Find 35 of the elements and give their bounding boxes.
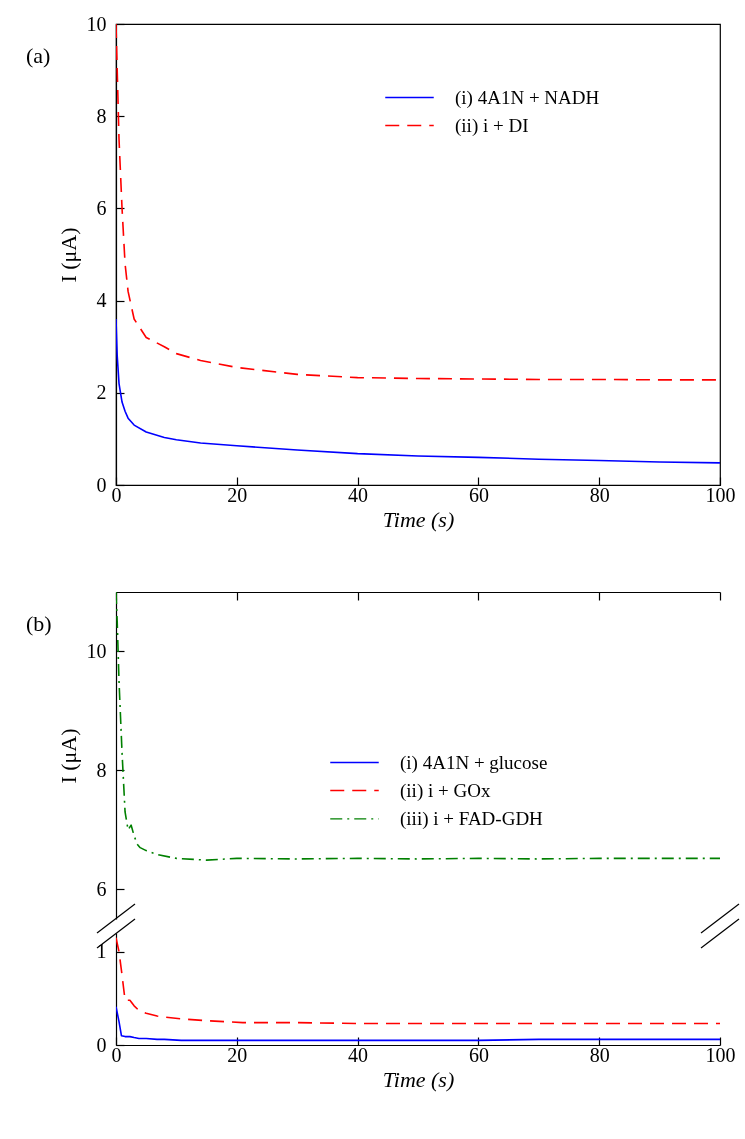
- legend-label: (iii) i + FAD-GDH: [400, 807, 544, 830]
- x-tick-label: 100: [705, 1043, 736, 1066]
- line-series: [116, 318, 720, 464]
- y-tick-label: 6: [96, 877, 107, 900]
- y-tick-label: 10: [86, 12, 107, 35]
- legend-label: (ii) i + DI: [455, 114, 529, 137]
- x-tick-label: 0: [111, 1043, 122, 1066]
- x-tick-label: 60: [468, 1043, 489, 1066]
- legend-label: (ii) i + GOx: [400, 779, 491, 802]
- y-axis-title: I (μA): [55, 728, 81, 784]
- x-tick-label: 60: [468, 483, 489, 506]
- y-tick-label: 8: [96, 104, 107, 127]
- x-axis-title: Time (s): [382, 1066, 455, 1092]
- x-tick-label: 100: [705, 483, 736, 506]
- y-tick-label: 1: [96, 940, 107, 963]
- y-tick-label: 10: [86, 639, 107, 662]
- y-tick-label: 4: [96, 289, 107, 312]
- x-axis-title: Time (s): [382, 506, 455, 532]
- x-tick-label: 80: [589, 1043, 610, 1066]
- y-tick-label: 2: [96, 381, 107, 404]
- x-tick-label: 40: [348, 1043, 369, 1066]
- x-tick-label: 20: [227, 1043, 248, 1066]
- x-tick-label: 40: [348, 483, 369, 506]
- text: (a): [26, 43, 51, 68]
- line-series: [116, 1005, 720, 1042]
- text: (b): [26, 611, 52, 636]
- line-series: [116, 936, 720, 1025]
- x-tick-label: 80: [589, 483, 610, 506]
- y-tick-label: 6: [96, 196, 107, 219]
- x-tick-label: 0: [111, 483, 122, 506]
- legend-label: (i) 4A1N + glucose: [400, 751, 548, 774]
- x-tick-label: 20: [227, 483, 248, 506]
- legend-label: (i) 4A1N + NADH: [455, 86, 600, 109]
- y-axis-title: I (μA): [55, 227, 81, 283]
- y-tick-label: 8: [96, 758, 107, 781]
